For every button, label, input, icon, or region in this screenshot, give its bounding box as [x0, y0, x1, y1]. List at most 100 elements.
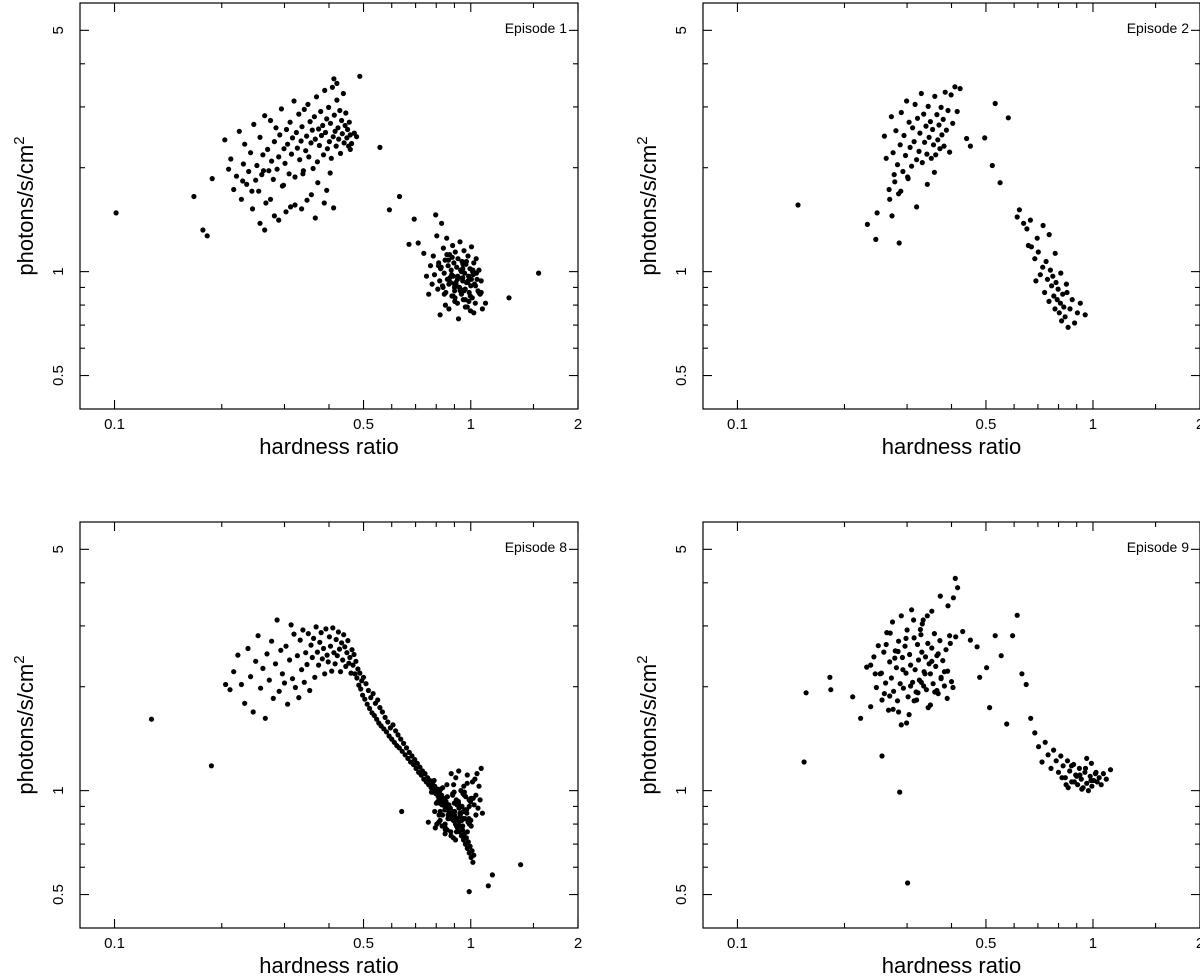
data-point	[940, 658, 946, 664]
data-point	[448, 267, 454, 273]
data-point	[903, 635, 909, 642]
data-point	[414, 760, 420, 766]
data-point	[967, 143, 974, 149]
data-point	[253, 177, 259, 183]
data-point	[894, 698, 901, 704]
data-point	[320, 645, 327, 652]
data-point	[283, 126, 290, 133]
data-point	[464, 829, 470, 835]
data-point	[246, 168, 252, 175]
data-point	[238, 196, 244, 202]
data-point	[385, 719, 391, 725]
data-point	[316, 662, 322, 668]
data-point	[950, 684, 956, 691]
data-point	[922, 654, 929, 660]
x-tick-label: 0.1	[727, 416, 748, 433]
y-axis-label: photons/s/cm2	[11, 655, 38, 794]
data-point	[326, 139, 332, 145]
data-point	[251, 121, 257, 127]
data-point	[937, 146, 943, 152]
data-point	[308, 642, 314, 648]
data-point	[468, 244, 475, 250]
data-point	[401, 740, 407, 747]
data-point	[448, 810, 454, 816]
data-point	[901, 132, 907, 139]
data-point	[439, 220, 445, 226]
data-point	[459, 827, 466, 833]
data-point	[291, 98, 297, 104]
data-point	[453, 829, 460, 835]
data-point	[264, 651, 270, 657]
data-point	[977, 674, 983, 680]
data-point	[288, 204, 294, 210]
data-point	[1084, 780, 1090, 786]
data-point	[377, 705, 383, 711]
data-point	[506, 295, 512, 301]
data-point	[292, 202, 298, 208]
data-point	[908, 662, 914, 668]
data-point	[1047, 267, 1053, 273]
data-point	[304, 133, 310, 139]
data-point	[331, 76, 337, 82]
data-point	[367, 705, 373, 712]
data-point	[918, 679, 924, 685]
data-point	[919, 649, 925, 655]
data-point	[328, 155, 334, 161]
data-point	[460, 816, 467, 822]
data-point	[931, 169, 938, 175]
data-point	[439, 802, 445, 808]
data-point	[465, 839, 471, 845]
data-point	[467, 293, 473, 299]
data-point	[336, 136, 342, 142]
data-point	[375, 697, 381, 703]
data-point	[398, 736, 404, 742]
data-point	[889, 213, 895, 219]
data-point	[466, 889, 472, 895]
data-point	[454, 276, 461, 282]
data-point	[1014, 612, 1020, 618]
data-point	[1044, 276, 1051, 282]
data-point	[898, 188, 904, 194]
data-point	[402, 752, 408, 758]
data-point	[465, 817, 471, 824]
data-point	[226, 166, 232, 172]
data-point	[332, 128, 338, 134]
data-point	[308, 140, 314, 146]
data-point	[345, 126, 351, 133]
data-point	[276, 154, 282, 160]
data-point	[890, 706, 896, 712]
data-point	[339, 131, 345, 137]
data-point	[433, 212, 439, 218]
data-point	[191, 193, 197, 200]
data-point	[929, 608, 935, 614]
data-point	[1100, 771, 1106, 777]
data-point	[238, 681, 244, 688]
data-point	[271, 213, 277, 219]
data-point	[943, 127, 950, 133]
data-point	[944, 695, 950, 702]
data-point	[947, 149, 953, 155]
data-point	[270, 176, 276, 182]
data-point	[415, 240, 421, 246]
data-point	[403, 745, 410, 751]
data-point	[1058, 270, 1064, 276]
data-point	[331, 112, 337, 118]
data-point	[801, 759, 807, 765]
data-point	[209, 176, 215, 182]
data-point	[297, 637, 303, 643]
data-point	[320, 152, 327, 158]
data-point	[905, 880, 911, 886]
data-point	[1103, 776, 1109, 782]
data-point	[1039, 759, 1045, 765]
data-point	[896, 709, 902, 715]
data-point	[1046, 232, 1052, 238]
data-point	[1058, 753, 1064, 759]
data-point	[370, 691, 376, 697]
data-point	[113, 210, 119, 216]
data-point	[289, 135, 296, 141]
data-point	[915, 690, 921, 696]
data-point	[326, 634, 332, 640]
data-point	[322, 129, 329, 136]
data-point	[477, 797, 483, 803]
data-point	[897, 789, 903, 795]
